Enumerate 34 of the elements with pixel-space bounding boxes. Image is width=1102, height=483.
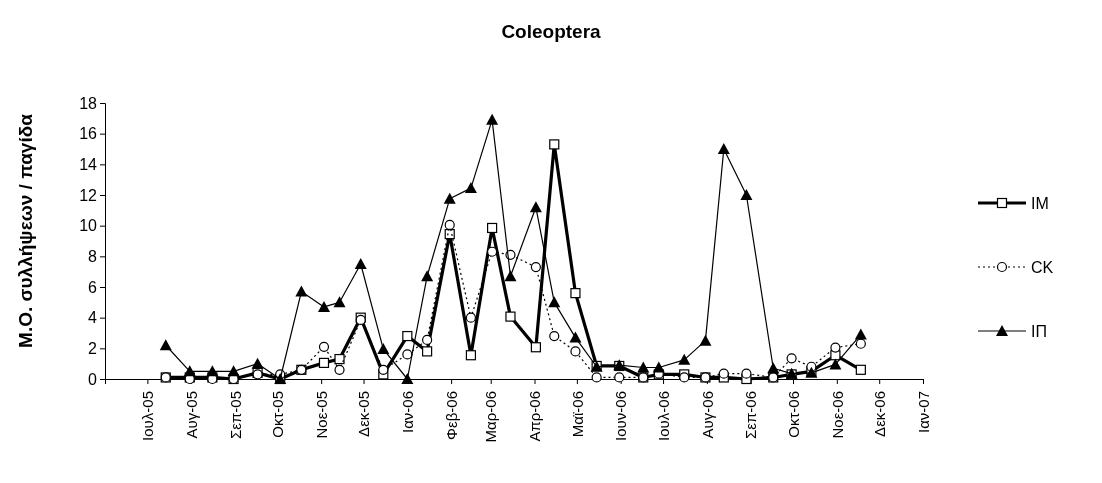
y-tick-label: 18: [79, 94, 98, 112]
x-tick-label: Σεπ-06: [742, 391, 760, 439]
y-axis-title: Μ.Ο. συλλήψεων / παγίδα: [15, 113, 36, 348]
x-tick-label: Αυγ-05: [182, 391, 200, 439]
x-tick-label: Ιαν-07: [914, 391, 932, 434]
x-tick-label: Δεκ-06: [870, 391, 888, 437]
y-tick-label: 12: [79, 186, 98, 204]
x-tick-label: Δεκ-05: [355, 391, 373, 437]
y-tick-label: 6: [88, 278, 98, 296]
x-tick-label: Ιουλ-06: [654, 391, 672, 441]
x-tick-label: Φεβ-06: [442, 391, 460, 440]
legend-label: CK: [1031, 259, 1054, 276]
x-tick-label: Ιουλ-05: [139, 391, 157, 441]
y-tick-label: 4: [88, 309, 98, 327]
x-tick-label: Νοε-06: [828, 391, 846, 439]
x-tick-label: Μαρ-06: [482, 391, 500, 443]
x-tick-label: Σεπ-05: [226, 391, 244, 439]
chart-title: Coleoptera: [501, 21, 602, 42]
y-tick-label: 8: [88, 247, 98, 265]
x-tick-label: Απρ-06: [526, 391, 544, 442]
x-tick-label: Αυγ-06: [698, 391, 716, 439]
y-tick-label: 16: [79, 125, 98, 143]
x-tick-label: Οκτ-06: [784, 391, 802, 438]
x-tick-label: Ιαν-06: [399, 391, 417, 434]
x-tick-label: Μαϊ-06: [568, 391, 586, 438]
y-tick-label: 2: [88, 339, 98, 357]
y-tick-label: 14: [79, 155, 98, 173]
x-tick-label: Νοε-05: [312, 391, 330, 439]
legend-label: ΙΠ: [1031, 323, 1047, 340]
y-tick-label: 0: [88, 370, 98, 388]
y-tick-label: 10: [79, 217, 98, 235]
x-tick-label: Ιουν-06: [612, 391, 630, 441]
legend-label: IM: [1031, 195, 1049, 212]
x-tick-label: Οκτ-05: [269, 391, 287, 438]
